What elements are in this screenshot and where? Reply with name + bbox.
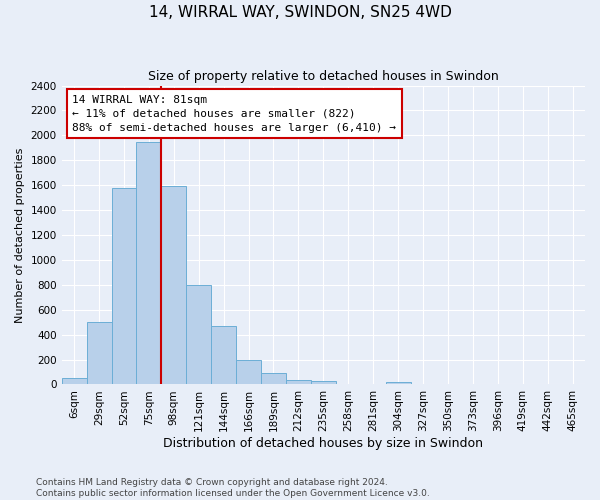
Bar <box>286 380 311 384</box>
Title: Size of property relative to detached houses in Swindon: Size of property relative to detached ho… <box>148 70 499 83</box>
X-axis label: Distribution of detached houses by size in Swindon: Distribution of detached houses by size … <box>163 437 484 450</box>
Bar <box>311 382 336 384</box>
Bar <box>386 382 410 384</box>
Bar <box>211 326 236 384</box>
Bar <box>236 360 261 384</box>
Bar <box>112 188 136 384</box>
Text: Contains HM Land Registry data © Crown copyright and database right 2024.
Contai: Contains HM Land Registry data © Crown c… <box>36 478 430 498</box>
Text: 14 WIRRAL WAY: 81sqm
← 11% of detached houses are smaller (822)
88% of semi-deta: 14 WIRRAL WAY: 81sqm ← 11% of detached h… <box>72 94 396 132</box>
Bar <box>136 142 161 384</box>
Bar <box>86 322 112 384</box>
Bar <box>62 378 86 384</box>
Bar <box>186 285 211 384</box>
Text: 14, WIRRAL WAY, SWINDON, SN25 4WD: 14, WIRRAL WAY, SWINDON, SN25 4WD <box>149 5 451 20</box>
Bar <box>161 186 186 384</box>
Y-axis label: Number of detached properties: Number of detached properties <box>15 148 25 322</box>
Bar <box>261 373 286 384</box>
